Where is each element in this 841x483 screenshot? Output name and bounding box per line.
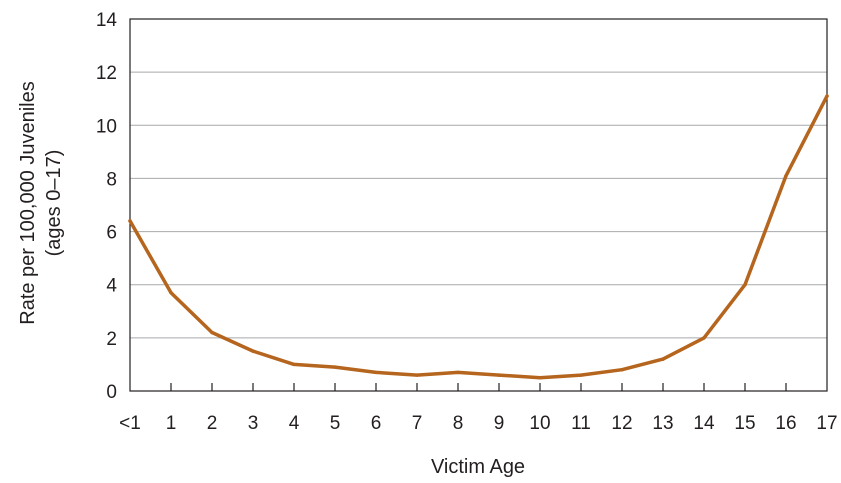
data-point bbox=[825, 94, 829, 98]
data-point bbox=[333, 365, 337, 369]
data-point bbox=[784, 174, 788, 178]
data-point bbox=[374, 370, 378, 375]
x-tick-label: <1 bbox=[119, 413, 141, 434]
data-point bbox=[579, 373, 583, 377]
data-point bbox=[497, 373, 501, 377]
y-tick-labels: 0 2 4 6 8 10 12 14 bbox=[96, 10, 118, 403]
x-tick-label: 13 bbox=[652, 413, 673, 434]
data-point bbox=[620, 368, 624, 372]
y-tick-label: 12 bbox=[96, 63, 117, 84]
x-tick-label: 8 bbox=[453, 413, 464, 434]
y-axis-title: Rate per 100,000 Juveniles (ages 0–17) bbox=[17, 81, 65, 325]
y-tick-label: 6 bbox=[106, 223, 117, 244]
x-tick-label: 2 bbox=[207, 413, 218, 434]
data-point bbox=[210, 330, 214, 335]
x-tick-label: 14 bbox=[693, 413, 715, 434]
series-line-0 bbox=[128, 94, 829, 380]
x-tick-labels: <1 1 2 3 4 5 6 7 8 9 10 11 12 13 14 15 16 17 bbox=[119, 413, 837, 434]
y-tick-label: 2 bbox=[106, 329, 117, 350]
x-tick-label: 15 bbox=[734, 413, 755, 434]
data-point bbox=[251, 349, 255, 353]
y-tick-label: 8 bbox=[106, 169, 117, 190]
y-tick-label: 0 bbox=[106, 382, 117, 403]
x-tick-label: 11 bbox=[571, 413, 591, 434]
x-tick-label: 17 bbox=[816, 413, 837, 434]
series-layer bbox=[128, 94, 829, 380]
x-tick-label: 4 bbox=[289, 413, 300, 434]
x-tick-label: 10 bbox=[529, 413, 550, 434]
x-axis-title: Victim Age bbox=[431, 456, 525, 478]
x-tick-label: 3 bbox=[248, 413, 259, 434]
data-point bbox=[743, 283, 747, 287]
gridlines bbox=[130, 71, 827, 339]
data-point bbox=[456, 370, 460, 375]
data-point bbox=[128, 219, 132, 223]
x-tick-label: 9 bbox=[494, 413, 505, 434]
y-tick-label: 14 bbox=[96, 10, 118, 31]
x-tick-label: 7 bbox=[412, 413, 423, 434]
y-axis-title-line2: (ages 0–17) bbox=[43, 150, 65, 257]
y-axis-title-line1: Rate per 100,000 Juveniles bbox=[17, 81, 39, 325]
y-tick-label: 4 bbox=[106, 276, 117, 297]
x-tick-label: 5 bbox=[330, 413, 341, 434]
x-tick-label: 12 bbox=[611, 413, 632, 434]
data-point bbox=[169, 290, 173, 295]
y-tick-label: 10 bbox=[96, 116, 117, 137]
data-point bbox=[538, 376, 542, 380]
plot-frame bbox=[129, 18, 828, 392]
x-tick-label: 16 bbox=[775, 413, 796, 434]
axes bbox=[129, 18, 828, 392]
data-point bbox=[661, 357, 665, 361]
data-point bbox=[292, 362, 296, 367]
x-tick-label: 6 bbox=[371, 413, 382, 434]
data-point bbox=[702, 336, 706, 340]
x-tick-label: 1 bbox=[166, 413, 177, 434]
data-point bbox=[415, 373, 419, 377]
